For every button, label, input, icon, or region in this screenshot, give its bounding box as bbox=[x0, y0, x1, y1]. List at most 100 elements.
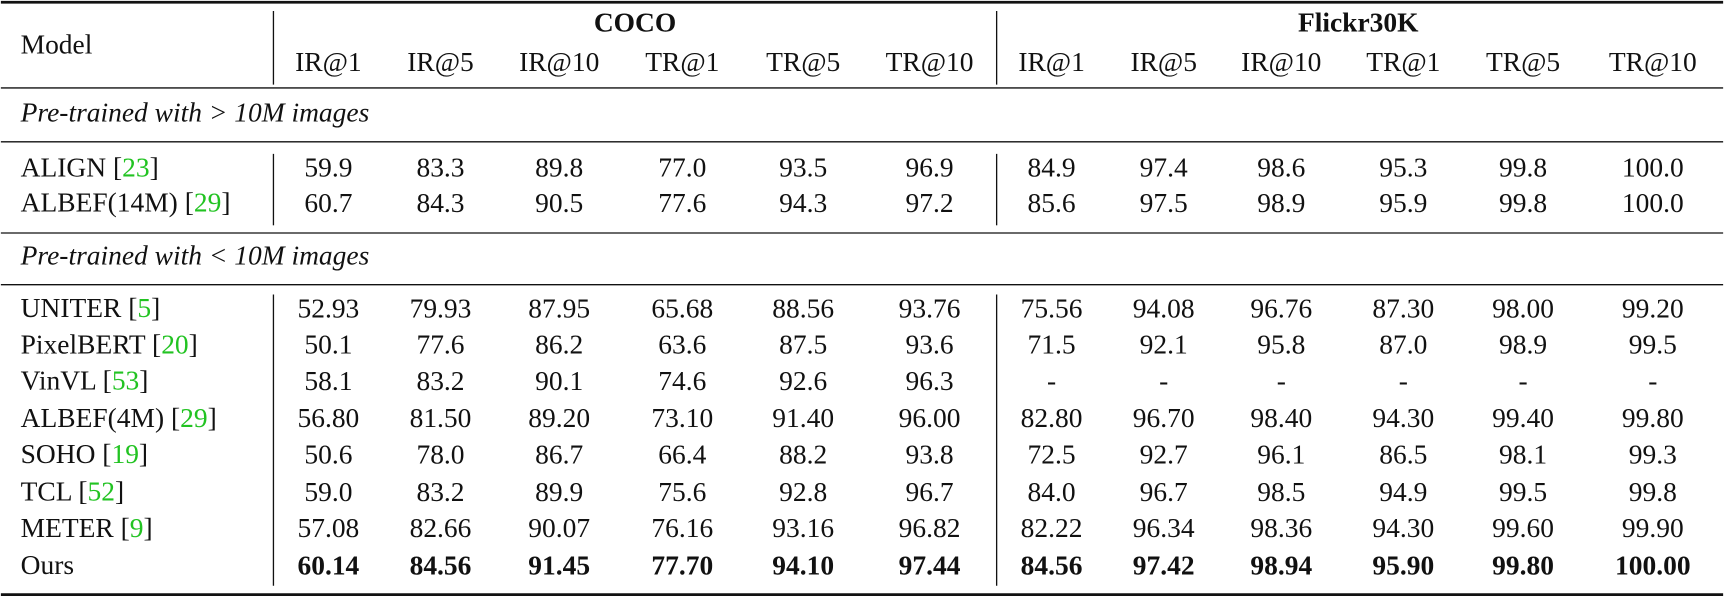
cell: 99.20 bbox=[1622, 293, 1684, 323]
cell: 93.76 bbox=[899, 293, 961, 323]
cell: 93.6 bbox=[906, 330, 954, 360]
model-text: ] bbox=[221, 188, 230, 218]
cell: 94.10 bbox=[772, 551, 834, 581]
cell: 93.16 bbox=[772, 513, 834, 543]
cell: 95.3 bbox=[1379, 153, 1427, 183]
cell: 58.1 bbox=[304, 366, 352, 396]
cell: 98.40 bbox=[1250, 403, 1312, 433]
model-header: Model bbox=[21, 30, 93, 60]
cell: - bbox=[1047, 366, 1056, 396]
cell: 96.34 bbox=[1133, 513, 1195, 543]
cell: 78.0 bbox=[416, 440, 464, 470]
cell: 50.6 bbox=[304, 440, 352, 470]
cell: 95.8 bbox=[1257, 330, 1305, 360]
model-text: ALIGN [ bbox=[21, 153, 122, 183]
citation: 53 bbox=[112, 366, 139, 396]
model-text: ] bbox=[143, 513, 152, 543]
cell: 96.82 bbox=[899, 513, 961, 543]
cell: 72.5 bbox=[1028, 440, 1076, 470]
cell: 100.00 bbox=[1615, 551, 1691, 581]
cell: 73.10 bbox=[651, 403, 713, 433]
cell: 96.7 bbox=[906, 477, 954, 507]
cell: 100.0 bbox=[1622, 153, 1684, 183]
cell: 59.0 bbox=[304, 477, 352, 507]
cell: 87.0 bbox=[1379, 330, 1427, 360]
cell: 71.5 bbox=[1028, 330, 1076, 360]
cell: 75.56 bbox=[1021, 293, 1083, 323]
cell: 76.16 bbox=[651, 513, 713, 543]
citation: 9 bbox=[130, 513, 144, 543]
column-header: IR@5 bbox=[407, 47, 474, 77]
cell: 97.2 bbox=[906, 188, 954, 218]
cell: 59.9 bbox=[304, 153, 352, 183]
cell: 89.9 bbox=[535, 477, 583, 507]
cell: 96.3 bbox=[906, 366, 954, 396]
model-name: UNITER [5] bbox=[21, 293, 161, 323]
column-header: IR@10 bbox=[519, 47, 599, 77]
model-name: SOHO [19] bbox=[21, 440, 148, 470]
cell: 75.6 bbox=[658, 477, 706, 507]
cell: 60.14 bbox=[297, 551, 359, 581]
cell: 99.80 bbox=[1622, 403, 1684, 433]
cell: 90.07 bbox=[528, 513, 590, 543]
cell: 57.08 bbox=[297, 513, 359, 543]
model-text: VinVL [ bbox=[21, 366, 112, 396]
cell: 99.60 bbox=[1492, 513, 1554, 543]
model-text: ] bbox=[150, 153, 159, 183]
model-text: ] bbox=[139, 440, 148, 470]
model-text: ] bbox=[151, 293, 160, 323]
cell: 99.80 bbox=[1492, 551, 1554, 581]
column-header: IR@1 bbox=[1018, 47, 1085, 77]
cell: 83.3 bbox=[416, 153, 464, 183]
cell: 60.7 bbox=[304, 188, 352, 218]
citation: 29 bbox=[180, 403, 207, 433]
cell: 77.6 bbox=[416, 330, 464, 360]
cell: 90.1 bbox=[535, 366, 583, 396]
cell: 63.6 bbox=[658, 330, 706, 360]
model-name: PixelBERT [20] bbox=[21, 330, 198, 360]
cell: 85.6 bbox=[1028, 188, 1076, 218]
cell: 89.20 bbox=[528, 403, 590, 433]
model-text: ALBEF(4M) [ bbox=[21, 403, 180, 433]
cell: 65.68 bbox=[651, 293, 713, 323]
cell: 98.9 bbox=[1499, 330, 1547, 360]
model-text: TCL [ bbox=[21, 477, 88, 507]
cell: 77.0 bbox=[658, 153, 706, 183]
cell: 98.6 bbox=[1257, 153, 1305, 183]
cell: 83.2 bbox=[416, 477, 464, 507]
cell: 92.7 bbox=[1140, 440, 1188, 470]
cell: - bbox=[1648, 366, 1657, 396]
cell: 86.7 bbox=[535, 440, 583, 470]
group-header: Flickr30K bbox=[1298, 8, 1419, 38]
cell: 88.56 bbox=[772, 293, 834, 323]
cell: 96.70 bbox=[1133, 403, 1195, 433]
cell: 81.50 bbox=[410, 403, 472, 433]
column-header: TR@1 bbox=[1366, 47, 1440, 77]
cell: - bbox=[1159, 366, 1168, 396]
cell: 83.2 bbox=[416, 366, 464, 396]
cell: 92.8 bbox=[779, 477, 827, 507]
cell: 94.30 bbox=[1372, 403, 1434, 433]
cell: 84.9 bbox=[1028, 153, 1076, 183]
citation: 52 bbox=[88, 477, 115, 507]
model-name: ALBEF(14M) [29] bbox=[21, 188, 231, 218]
cell: 89.8 bbox=[535, 153, 583, 183]
cell: 82.22 bbox=[1021, 513, 1083, 543]
cell: - bbox=[1399, 366, 1408, 396]
model-text: ] bbox=[208, 403, 217, 433]
cell: 96.9 bbox=[906, 153, 954, 183]
cell: 56.80 bbox=[297, 403, 359, 433]
cell: 82.80 bbox=[1021, 403, 1083, 433]
cell: 87.95 bbox=[528, 293, 590, 323]
cell: 94.30 bbox=[1372, 513, 1434, 543]
cell: 87.30 bbox=[1372, 293, 1434, 323]
column-header: IR@5 bbox=[1130, 47, 1197, 77]
cell: 99.40 bbox=[1492, 403, 1554, 433]
column-header: TR@10 bbox=[1609, 47, 1697, 77]
cell: 84.0 bbox=[1028, 477, 1076, 507]
cell: - bbox=[1519, 366, 1528, 396]
cell: 79.93 bbox=[410, 293, 472, 323]
cell: 86.5 bbox=[1379, 440, 1427, 470]
